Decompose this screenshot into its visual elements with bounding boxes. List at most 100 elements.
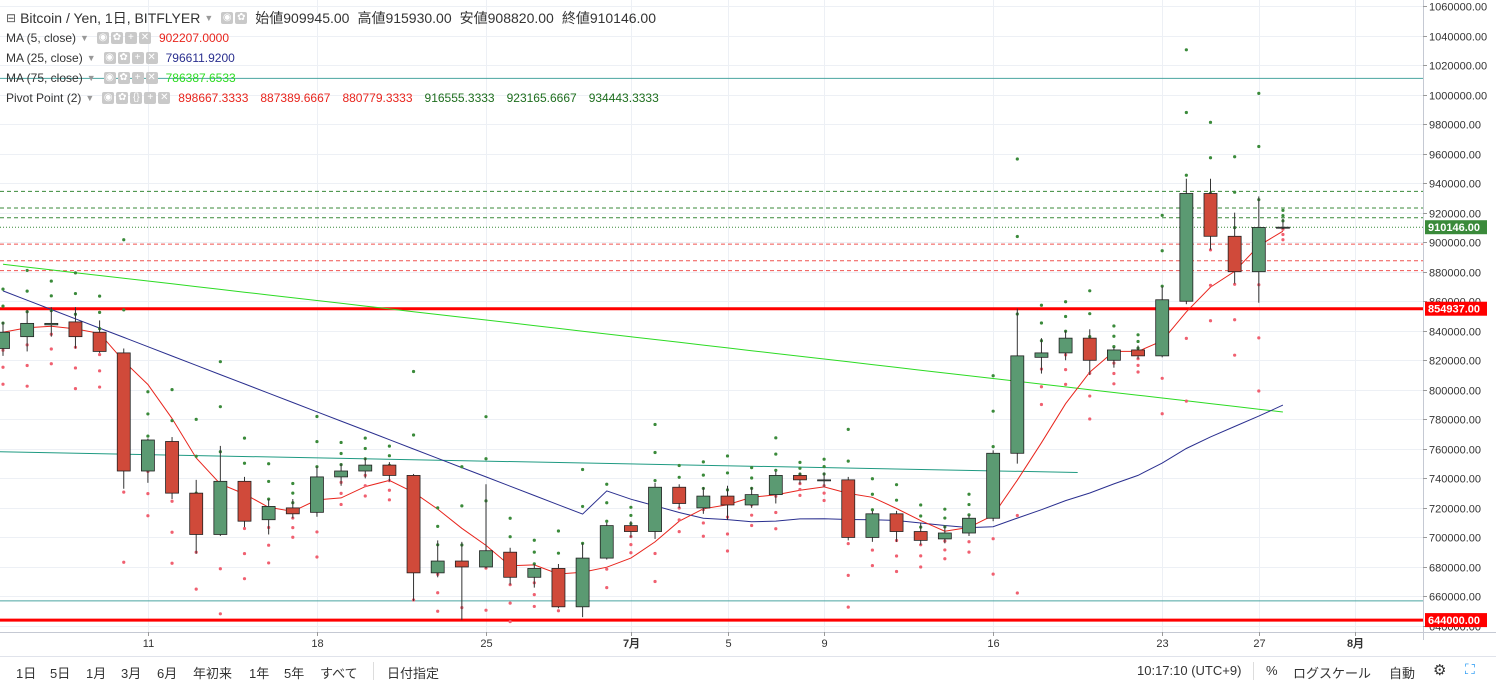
pivot-dot [1160,376,1164,380]
eye-icon[interactable]: ◉ [96,32,109,44]
y-tick-label: 660000.00 [1429,592,1481,604]
candle-body [986,452,1001,519]
settings-icon[interactable]: ✿ [117,72,130,84]
close-icon[interactable]: ✕ [138,32,151,44]
source-icon[interactable]: {} [130,92,143,104]
range-all-button[interactable]: すべて [320,666,358,681]
pivot-dot [798,487,802,492]
add-icon[interactable]: + [131,72,144,84]
pivot-dot [1088,312,1092,316]
pivot-dot [1064,382,1068,386]
settings-icon[interactable]: ✿ [117,52,130,64]
fullscreen-icon[interactable]: ⛶ [1465,661,1475,677]
pivot-dot [508,535,512,539]
close-icon[interactable]: ✕ [145,72,158,84]
candle-body [430,560,445,574]
percent-toggle[interactable]: % [1266,663,1278,678]
candle-body [768,475,783,496]
indicator-name[interactable]: MA (5, close) [6,31,77,45]
candle-body [116,352,131,472]
pivot-dot [194,417,198,421]
moving-average-lines [2,230,1284,575]
range-1m-button[interactable]: 1月 [86,666,107,681]
add-icon[interactable]: + [144,92,157,104]
candle-body [213,480,228,535]
time-axis[interactable]: 11 18 25 7月 5 9 16 23 27 8月 [143,632,1364,650]
pivot-dot [291,481,295,486]
close-icon[interactable]: ✕ [158,92,171,104]
pivot-dot [653,551,657,556]
settings-icon[interactable]: ✿ [110,32,123,44]
pivot-dot [1,382,5,386]
close-icon[interactable]: ✕ [145,52,158,64]
add-icon[interactable]: + [124,32,137,44]
pivot-dot [1136,333,1140,337]
add-icon[interactable]: + [131,52,144,64]
y-tick-label: 760000.00 [1429,445,1481,457]
eye-icon[interactable]: ◉ [221,12,234,24]
indicator-name[interactable]: MA (25, close) [6,51,83,65]
pivot-dot [436,609,440,613]
range-1y-button[interactable]: 1年 [249,666,270,681]
eye-icon[interactable]: ◉ [102,92,115,104]
log-scale-toggle[interactable]: ログスケール [1293,666,1372,681]
chevron-down-icon[interactable]: ▼ [86,53,96,63]
pivot-dot [677,475,681,479]
ma-line [2,290,1284,529]
pivot-dot [991,409,995,413]
gear-icon[interactable]: ⚙ [1433,662,1447,679]
chevron-down-icon[interactable]: ▼ [85,93,95,103]
candle-body [817,479,831,482]
ohlc-low-value: 908820.00 [487,10,554,26]
range-ytd-button[interactable]: 年初来 [193,666,233,681]
y-tick-label: 900000.00 [1429,238,1481,250]
pivot-dot [1112,345,1116,349]
pivot-dot [774,527,778,531]
eye-icon[interactable]: ◉ [103,52,116,64]
symbol-title[interactable]: Bitcoin / Yen, 1日, BITFLYER [20,10,201,26]
pivot-dot [1184,48,1188,52]
settings-icon[interactable]: ✿ [116,92,129,104]
pivot-dot [774,510,778,515]
collapse-icon[interactable]: ⊟ [6,11,17,25]
pivot-dot [556,551,561,555]
auto-scale-toggle[interactable]: 自動 [1389,666,1416,681]
indicator-name[interactable]: MA (75, close) [6,71,83,85]
price-axis[interactable]: 1060000.00 1040000.00 1020000.00 1000000.00… [1423,2,1487,634]
eye-icon[interactable]: ◉ [103,72,116,84]
pivot-dot [387,454,391,458]
candle-body [1010,355,1025,454]
pivot-dot [1281,232,1285,237]
range-1d-button[interactable]: 1日 [16,666,37,681]
y-tick-label: 920000.00 [1429,209,1481,221]
pivot-dot [411,369,416,374]
indicator-name[interactable]: Pivot Point (2) [6,91,82,105]
pivot-dot [1,304,5,308]
pivot-dot [629,513,633,518]
range-5d-button[interactable]: 5日 [50,666,71,681]
candle-body [672,486,687,504]
candle-body [189,492,204,535]
pivot-dot [387,488,391,492]
chevron-down-icon[interactable]: ▼ [86,73,96,83]
pivot-dot [846,459,850,463]
settings-icon[interactable]: ✿ [235,12,248,24]
date-range-button[interactable]: 日付指定 [387,666,440,681]
pivot-value: 923165.6667 [506,91,577,105]
indicator-pivot[interactable]: Pivot Point (2) ▼ ◉ ✿ {} + ✕ 898667.3333… [6,88,671,108]
y-tick-label: 980000.00 [1429,120,1481,132]
candle-body [624,525,638,532]
indicator-ma5[interactable]: MA (5, close) ▼ ◉ ✿ + ✕ 902207.0000 [6,28,671,48]
clock-time[interactable]: 10:17:10 (UTC+9) [1137,663,1242,678]
range-6m-button[interactable]: 6月 [157,666,178,681]
chevron-down-icon[interactable]: ▼ [80,33,89,43]
range-5y-button[interactable]: 5年 [284,666,305,681]
indicator-ma75[interactable]: MA (75, close) ▼ ◉ ✿ + ✕ 786387.6533 [6,68,671,88]
pivot-dot [701,521,705,525]
range-3m-button[interactable]: 3月 [121,666,142,681]
price-chart[interactable]: 1060000.00 1040000.00 1020000.00 1000000.00… [0,0,1496,656]
chevron-down-icon[interactable]: ▼ [204,13,214,23]
pivot-dot [411,433,416,437]
pivot-dot [919,554,923,558]
indicator-ma25[interactable]: MA (25, close) ▼ ◉ ✿ + ✕ 796611.9200 [6,48,671,68]
